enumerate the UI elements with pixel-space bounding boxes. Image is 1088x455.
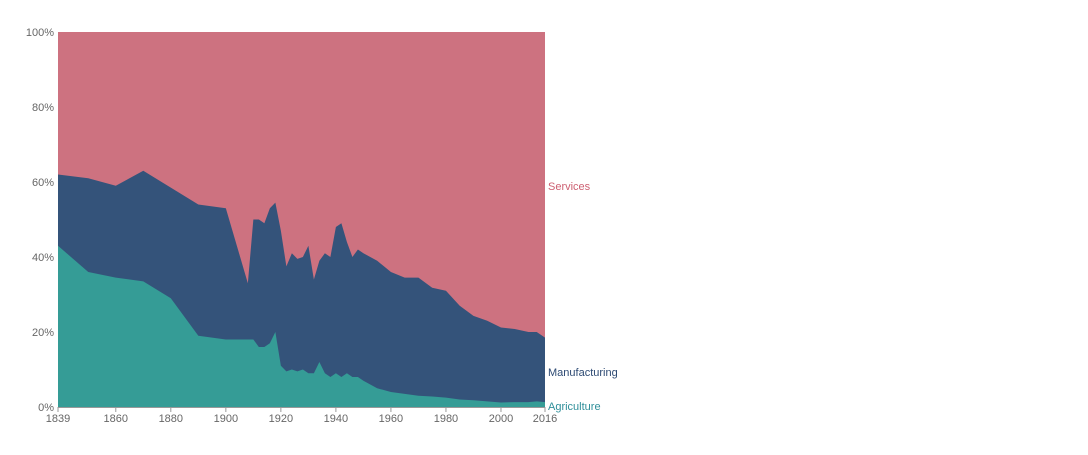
x-tick-label: 1980 [434,413,458,425]
x-tick-label: 2016 [533,413,557,425]
y-axis: 0% 20% 40% 60% 80% 100% [26,27,54,414]
y-tick-label: 20% [32,327,54,339]
y-tick-label: 60% [32,177,54,189]
area-agriculture [58,245,545,407]
series-label-agriculture: Agriculture [548,401,601,413]
series-label-services: Services [548,181,591,193]
y-tick-label: 0% [38,402,54,414]
series-labels: Agriculture Manufacturing Services [548,181,618,413]
y-tick-label: 40% [32,252,54,264]
areas-layer [58,32,545,407]
x-axis: 1839 1860 1880 1900 1920 1940 1960 1980 2000 2016 [46,407,557,425]
x-tick-label: 1860 [104,413,128,425]
x-tick-label: 1900 [214,413,238,425]
x-tick-label: 1960 [379,413,403,425]
x-tick-label: 2000 [489,413,513,425]
x-tick-label: 1880 [159,413,183,425]
x-tick-label: 1920 [269,413,293,425]
y-tick-label: 80% [32,102,54,114]
y-tick-label: 100% [26,27,54,39]
x-tick-label: 1940 [324,413,348,425]
x-tick-label: 1839 [46,413,70,425]
series-label-manufacturing: Manufacturing [548,367,618,379]
